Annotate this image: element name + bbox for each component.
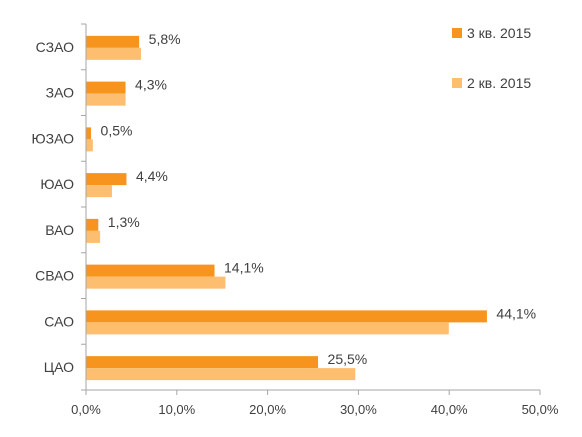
category-label: ЗАО bbox=[46, 85, 74, 101]
data-label: 25,5% bbox=[328, 351, 368, 367]
legend-swatch bbox=[452, 28, 462, 38]
data-label: 4,4% bbox=[136, 168, 168, 184]
legend: 3 кв. 2015 2 кв. 2015 bbox=[452, 25, 531, 91]
bar bbox=[86, 310, 487, 323]
x-tick-label: 20,0% bbox=[249, 402, 286, 417]
bar bbox=[86, 93, 126, 106]
legend-label: 2 кв. 2015 bbox=[467, 75, 531, 91]
bar bbox=[86, 173, 127, 186]
x-tick-label: 30,0% bbox=[340, 402, 377, 417]
bar bbox=[86, 139, 93, 152]
bar bbox=[86, 368, 356, 381]
x-tick-label: 50,0% bbox=[522, 402, 559, 417]
x-tick-label: 40,0% bbox=[431, 402, 468, 417]
plot-area: 0,0% 10,0% 20,0% 30,0% 40,0% 50,0% СЗАО 5,8% ЗАО… bbox=[31, 23, 559, 417]
bar bbox=[86, 81, 126, 94]
bar bbox=[86, 218, 99, 231]
bar bbox=[86, 230, 101, 243]
bar bbox=[86, 322, 449, 335]
category-label: САО bbox=[44, 313, 74, 329]
bar bbox=[86, 47, 141, 60]
data-label: 0,5% bbox=[101, 122, 133, 138]
bar bbox=[86, 35, 140, 48]
data-label: 1,3% bbox=[108, 214, 140, 230]
bar bbox=[86, 264, 215, 277]
bar bbox=[86, 356, 319, 369]
category-label: ЮЗАО bbox=[31, 130, 74, 146]
data-label: 14,1% bbox=[224, 260, 264, 276]
bar bbox=[86, 185, 112, 198]
x-tick-label: 0,0% bbox=[71, 402, 101, 417]
x-tick-label: 10,0% bbox=[158, 402, 195, 417]
category-label: ВАО bbox=[45, 222, 74, 238]
category-label: ЮАО bbox=[40, 176, 74, 192]
data-label: 44,1% bbox=[496, 305, 536, 321]
category-label: СЗАО bbox=[36, 39, 74, 55]
category-label: ЦАО bbox=[44, 359, 74, 375]
legend-swatch bbox=[452, 78, 462, 88]
category-label: СВАО bbox=[35, 268, 74, 284]
data-label: 5,8% bbox=[149, 31, 181, 47]
data-label: 4,3% bbox=[135, 77, 167, 93]
bar bbox=[86, 276, 226, 289]
legend-label: 3 кв. 2015 bbox=[467, 25, 531, 41]
bar bbox=[86, 127, 92, 140]
